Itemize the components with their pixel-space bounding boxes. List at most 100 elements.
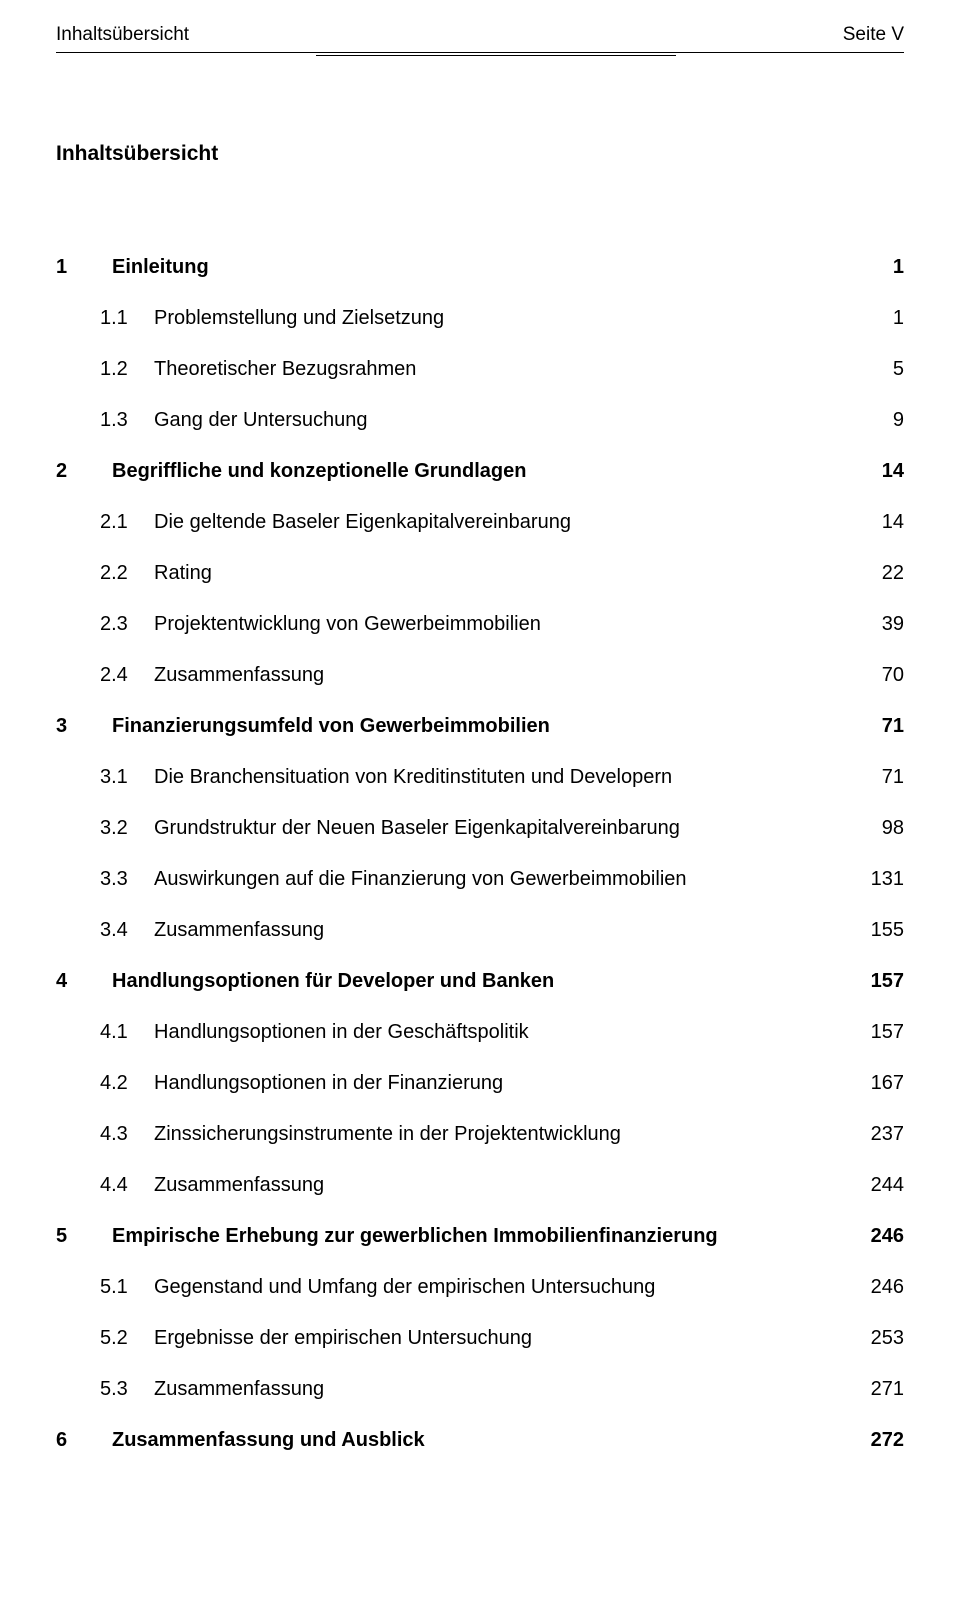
header-rule [56, 52, 904, 53]
toc-text: Zusammenfassung [154, 664, 844, 687]
toc-entry-l2: 4.2 Handlungsoptionen in der Finanzierun… [56, 1072, 904, 1095]
table-of-contents: 1 Einleitung 1 1.1 Problemstellung und Z… [56, 256, 904, 1452]
toc-page: 246 [844, 1225, 904, 1248]
toc-num: 1.3 [100, 409, 154, 432]
toc-page: 1 [844, 307, 904, 330]
toc-entry-l1: 5 Empirische Erhebung zur gewerblichen I… [56, 1225, 904, 1248]
toc-entry-l2: 3.4 Zusammenfassung 155 [56, 919, 904, 942]
toc-page: 131 [844, 868, 904, 891]
toc-page: 39 [844, 613, 904, 636]
toc-text: Rating [154, 562, 844, 585]
toc-entry-l2: 1.2 Theoretischer Bezugsrahmen 5 [56, 358, 904, 381]
toc-num: 1 [56, 256, 112, 279]
toc-entry-l2: 5.2 Ergebnisse der empirischen Untersuch… [56, 1327, 904, 1350]
toc-num: 1.1 [100, 307, 154, 330]
toc-num: 5 [56, 1225, 112, 1248]
toc-entry-l2: 3.2 Grundstruktur der Neuen Baseler Eige… [56, 817, 904, 840]
toc-num: 3.2 [100, 817, 154, 840]
toc-num: 4.2 [100, 1072, 154, 1095]
toc-text: Theoretischer Bezugsrahmen [154, 358, 844, 381]
toc-entry-l2: 4.3 Zinssicherungsinstrumente in der Pro… [56, 1123, 904, 1146]
toc-entry-l2: 1.1 Problemstellung und Zielsetzung 1 [56, 307, 904, 330]
toc-entry-l2: 2.3 Projektentwicklung von Gewerbeimmobi… [56, 613, 904, 636]
header-right: Seite V [843, 24, 904, 46]
toc-text: Die Branchensituation von Kreditinstitut… [154, 766, 844, 789]
toc-text: Ergebnisse der empirischen Untersuchung [154, 1327, 844, 1350]
header-left: Inhaltsübersicht [56, 24, 189, 46]
toc-text: Problemstellung und Zielsetzung [154, 307, 844, 330]
toc-entry-l1: 6 Zusammenfassung und Ausblick 272 [56, 1429, 904, 1452]
toc-text: Handlungsoptionen in der Finanzierung [154, 1072, 844, 1095]
toc-num: 3.1 [100, 766, 154, 789]
toc-entry-l2: 5.3 Zusammenfassung 271 [56, 1378, 904, 1401]
toc-text: Gegenstand und Umfang der empirischen Un… [154, 1276, 844, 1299]
toc-entry-l1: 1 Einleitung 1 [56, 256, 904, 279]
toc-num: 2 [56, 460, 112, 483]
toc-num: 5.2 [100, 1327, 154, 1350]
toc-entry-l2: 2.2 Rating 22 [56, 562, 904, 585]
toc-text: Empirische Erhebung zur gewerblichen Imm… [112, 1225, 844, 1248]
toc-num: 1.2 [100, 358, 154, 381]
toc-text: Finanzierungsumfeld von Gewerbeimmobilie… [112, 715, 844, 738]
toc-page: 9 [844, 409, 904, 432]
toc-text: Zusammenfassung [154, 1378, 844, 1401]
toc-text: Handlungsoptionen in der Geschäftspoliti… [154, 1021, 844, 1044]
toc-page: 244 [844, 1174, 904, 1197]
toc-page: 71 [844, 766, 904, 789]
toc-num: 4.3 [100, 1123, 154, 1146]
toc-entry-l2: 2.4 Zusammenfassung 70 [56, 664, 904, 687]
toc-num: 5.3 [100, 1378, 154, 1401]
toc-page: 167 [844, 1072, 904, 1095]
toc-num: 2.1 [100, 511, 154, 534]
toc-entry-l1: 2 Begriffliche und konzeptionelle Grundl… [56, 460, 904, 483]
toc-page: 253 [844, 1327, 904, 1350]
toc-page: 22 [844, 562, 904, 585]
toc-page: 157 [844, 970, 904, 993]
toc-num: 3 [56, 715, 112, 738]
toc-entry-l2: 2.1 Die geltende Baseler Eigenkapitalver… [56, 511, 904, 534]
toc-num: 2.3 [100, 613, 154, 636]
toc-num: 4.1 [100, 1021, 154, 1044]
toc-text: Einleitung [112, 256, 844, 279]
toc-entry-l2: 4.1 Handlungsoptionen in der Geschäftspo… [56, 1021, 904, 1044]
toc-entry-l1: 4 Handlungsoptionen für Developer und Ba… [56, 970, 904, 993]
toc-entry-l2: 3.3 Auswirkungen auf die Finanzierung vo… [56, 868, 904, 891]
header-rule-short [316, 55, 676, 56]
toc-num: 3.3 [100, 868, 154, 891]
toc-text: Handlungsoptionen für Developer und Bank… [112, 970, 844, 993]
toc-text: Projektentwicklung von Gewerbeimmobilien [154, 613, 844, 636]
toc-num: 6 [56, 1429, 112, 1452]
toc-page: 14 [844, 460, 904, 483]
toc-entry-l2: 3.1 Die Branchensituation von Kreditinst… [56, 766, 904, 789]
toc-page: 272 [844, 1429, 904, 1452]
toc-page: 71 [844, 715, 904, 738]
toc-num: 3.4 [100, 919, 154, 942]
toc-entry-l1: 3 Finanzierungsumfeld von Gewerbeimmobil… [56, 715, 904, 738]
toc-text: Zusammenfassung und Ausblick [112, 1429, 844, 1452]
page-header: Inhaltsübersicht Seite V [56, 24, 904, 50]
toc-text: Auswirkungen auf die Finanzierung von Ge… [154, 868, 844, 891]
toc-text: Zusammenfassung [154, 919, 844, 942]
toc-page: 1 [844, 256, 904, 279]
toc-num: 4 [56, 970, 112, 993]
toc-entry-l2: 5.1 Gegenstand und Umfang der empirische… [56, 1276, 904, 1299]
toc-num: 5.1 [100, 1276, 154, 1299]
toc-entry-l2: 1.3 Gang der Untersuchung 9 [56, 409, 904, 432]
page-title: Inhaltsübersicht [56, 142, 904, 166]
toc-text: Begriffliche und konzeptionelle Grundlag… [112, 460, 844, 483]
toc-page: 5 [844, 358, 904, 381]
toc-text: Gang der Untersuchung [154, 409, 844, 432]
toc-page: 155 [844, 919, 904, 942]
toc-page: 271 [844, 1378, 904, 1401]
toc-page: 70 [844, 664, 904, 687]
toc-text: Zinssicherungsinstrumente in der Projekt… [154, 1123, 844, 1146]
toc-text: Die geltende Baseler Eigenkapitalvereinb… [154, 511, 844, 534]
toc-num: 2.4 [100, 664, 154, 687]
toc-entry-l2: 4.4 Zusammenfassung 244 [56, 1174, 904, 1197]
toc-num: 4.4 [100, 1174, 154, 1197]
toc-text: Grundstruktur der Neuen Baseler Eigenkap… [154, 817, 844, 840]
toc-num: 2.2 [100, 562, 154, 585]
toc-page: 14 [844, 511, 904, 534]
toc-page: 157 [844, 1021, 904, 1044]
toc-text: Zusammenfassung [154, 1174, 844, 1197]
